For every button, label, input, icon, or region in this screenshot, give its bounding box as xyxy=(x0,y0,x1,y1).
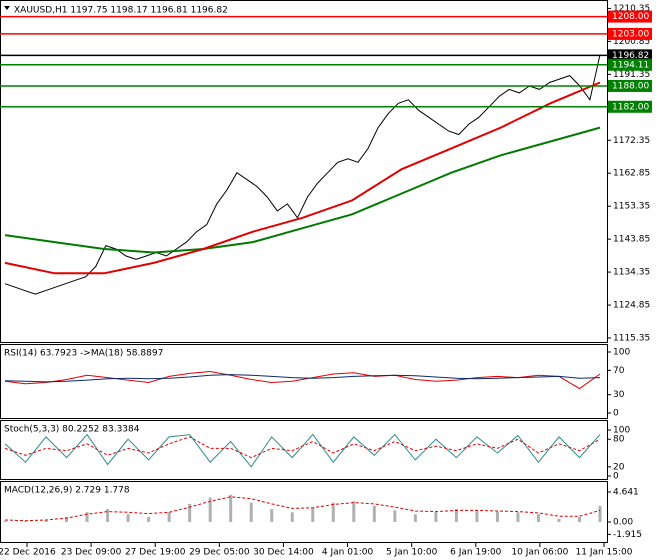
panel-title: Stoch(5,3,3) 80.2252 83.3384 xyxy=(4,425,140,435)
histogram-bar xyxy=(557,518,561,522)
histogram-bar xyxy=(85,512,89,522)
level-label: 1182.00 xyxy=(612,102,649,112)
histogram-bar xyxy=(434,512,438,522)
y-tick-label: 1143.85 xyxy=(613,235,650,245)
histogram-bar xyxy=(249,502,253,522)
y-tick-label: 80 xyxy=(613,435,625,445)
x-tick-label: 23 Dec 09:00 xyxy=(61,548,122,558)
histogram-bar xyxy=(147,516,151,522)
histogram-bar xyxy=(208,497,212,522)
level-label: 1194.11 xyxy=(612,60,649,70)
y-tick-label: 100 xyxy=(613,426,630,436)
rsi-panel xyxy=(0,344,608,419)
panel-title: XAUUSD,H1 1197.75 1198.17 1196.81 1196.8… xyxy=(14,6,228,16)
x-tick-label: 30 Dec 14:00 xyxy=(253,548,314,558)
y-tick-label: 20 xyxy=(613,462,625,472)
x-tick-label: 6 Jan 19:00 xyxy=(450,548,502,558)
histogram-bar xyxy=(229,494,233,522)
y-tick-label: 0 xyxy=(613,472,619,482)
histogram-bar xyxy=(598,505,602,522)
level-label: 1188.00 xyxy=(612,81,649,91)
x-tick-label: 29 Dec 05:00 xyxy=(189,548,250,558)
level-label-bg xyxy=(608,58,652,71)
y-tick-label: 100 xyxy=(613,348,630,358)
histogram-bar xyxy=(372,505,376,522)
y-tick-label: 70 xyxy=(613,366,625,376)
y-tick-label: 4.641 xyxy=(613,488,639,498)
histogram-bar xyxy=(454,509,458,522)
y-tick-label: 1153.35 xyxy=(613,202,650,212)
menu-arrow xyxy=(4,6,10,10)
histogram-bar xyxy=(167,512,171,522)
x-tick-label: 27 Dec 19:00 xyxy=(125,548,186,558)
histogram-bar xyxy=(331,502,335,522)
series-line xyxy=(4,374,601,383)
series-line xyxy=(4,126,601,254)
y-tick-label: 1200.85 xyxy=(613,37,650,47)
x-tick-label: 22 Dec 2016 xyxy=(0,548,56,558)
histogram-bar xyxy=(352,501,356,522)
y-tick-label: 1115.35 xyxy=(613,334,650,344)
series-line xyxy=(4,370,601,390)
histogram-bar xyxy=(393,510,397,522)
y-tick-label: 1124.85 xyxy=(613,301,650,311)
level-label: 1196.82 xyxy=(612,51,649,61)
y-tick-label: 0 xyxy=(613,408,619,418)
histogram-bar xyxy=(290,512,294,522)
level-label-bg xyxy=(608,10,652,23)
histogram-bar xyxy=(65,516,69,522)
series-line xyxy=(4,81,601,275)
series-line xyxy=(4,436,601,459)
x-tick-label: 4 Jan 01:00 xyxy=(322,548,374,558)
y-tick-label: 1210.35 xyxy=(613,4,650,14)
histogram-bar xyxy=(3,520,7,522)
histogram-bar xyxy=(311,507,315,522)
histogram-bar xyxy=(188,503,192,522)
histogram-bar xyxy=(413,514,417,522)
y-tick-label: 1162.85 xyxy=(613,169,650,179)
histogram-bar xyxy=(495,511,499,522)
histogram-bar xyxy=(516,512,520,522)
histogram-bar xyxy=(475,510,479,522)
panel-title: RSI(14) 63.7923 ->MA(18) 58.8897 xyxy=(4,349,163,359)
histogram-bar xyxy=(126,514,130,522)
histogram-bar xyxy=(577,516,581,522)
panel-title: MACD(12,26,9) 2.729 1.778 xyxy=(4,486,130,496)
level-label-bg xyxy=(608,49,652,62)
y-tick-label: 0.00 xyxy=(613,517,633,527)
y-tick-label: 1172.35 xyxy=(613,136,650,146)
level-label: 1208.00 xyxy=(612,12,649,22)
histogram-bar xyxy=(24,521,28,522)
main-panel xyxy=(0,0,608,343)
y-tick-label: 1191.35 xyxy=(613,70,650,80)
level-label-bg xyxy=(608,79,652,92)
x-tick-label: 11 Jan 15:00 xyxy=(576,548,633,558)
histogram-bar xyxy=(106,509,110,522)
y-tick-label: 1134.35 xyxy=(613,268,650,278)
stoch-panel xyxy=(0,420,608,480)
x-tick-label: 10 Jan 06:00 xyxy=(511,548,568,558)
series-line xyxy=(4,496,601,522)
level-label-bg xyxy=(608,27,652,40)
histogram-bar xyxy=(44,520,48,522)
level-label-bg xyxy=(608,100,652,113)
histogram-bar xyxy=(270,509,274,522)
y-tick-label: 30 xyxy=(613,390,625,400)
level-label: 1203.00 xyxy=(612,29,649,39)
histogram-bar xyxy=(536,514,540,522)
x-tick-label: 5 Jan 10:00 xyxy=(386,548,438,558)
y-tick-label: -1.915 xyxy=(613,530,642,540)
